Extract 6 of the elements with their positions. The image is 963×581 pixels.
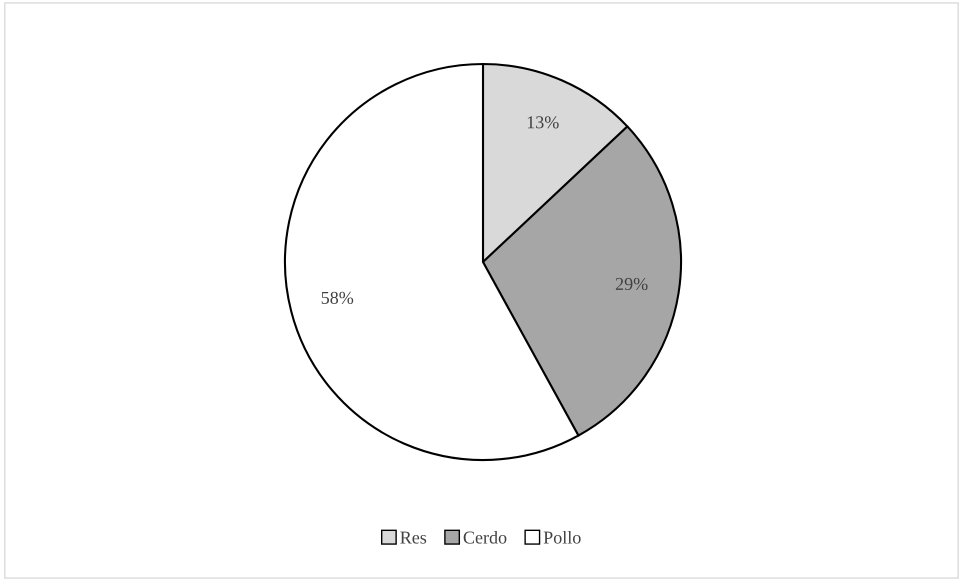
legend-label: Pollo [544,530,581,544]
data-label: 13% [528,116,559,128]
data-label: 29% [616,278,648,290]
legend-label: Res [400,532,426,544]
data-label: 58% [322,292,354,304]
legend-label: Cerdo [464,530,506,544]
